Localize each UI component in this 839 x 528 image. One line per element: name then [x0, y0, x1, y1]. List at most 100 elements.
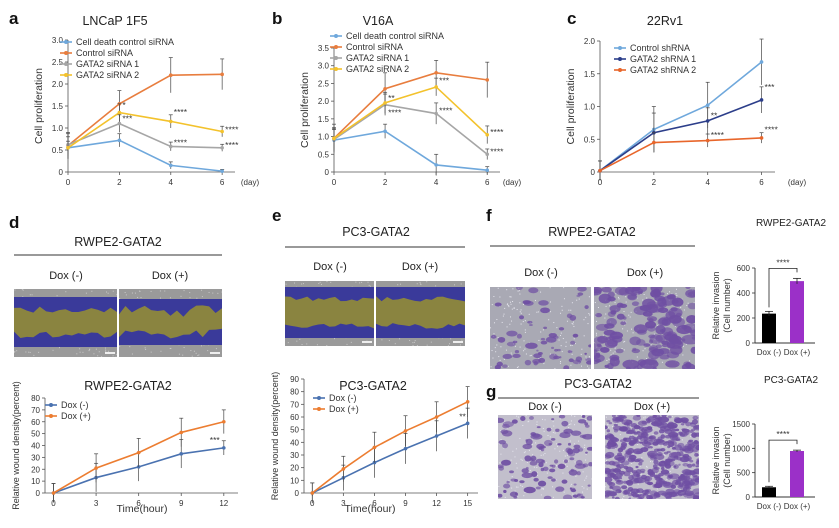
pore-dot: [563, 460, 565, 462]
texture-dot: [79, 351, 81, 353]
pore-dot: [585, 418, 587, 420]
texture-dot: [454, 284, 456, 286]
stained-cell: [595, 352, 601, 357]
stained-cell: [652, 441, 659, 446]
stained-cell: [622, 316, 627, 320]
stained-cell: [490, 334, 497, 339]
series-line: [333, 130, 488, 172]
pore-dot: [672, 468, 674, 470]
y-tick-label: 80: [31, 394, 40, 403]
pore-dot: [605, 416, 607, 418]
texture-dot: [285, 283, 287, 285]
pore-dot: [526, 461, 528, 463]
stained-cell: [668, 335, 682, 343]
pore-dot: [578, 440, 580, 442]
pore-dot: [542, 488, 544, 490]
stained-cell: [529, 460, 538, 466]
pore-dot: [570, 364, 572, 366]
stained-cell: [669, 435, 678, 441]
stained-cell: [519, 315, 525, 320]
stained-cell: [692, 415, 699, 420]
y-axis-label: Relative wound density(percent): [11, 381, 21, 510]
legend-label: Dox (+): [329, 404, 359, 414]
significance-marker: **: [459, 412, 466, 422]
texture-dot: [207, 350, 209, 352]
pore-dot: [495, 351, 497, 353]
pore-dot: [544, 419, 546, 421]
stained-cell: [658, 477, 663, 481]
data-point: [222, 446, 226, 450]
pore-dot: [506, 304, 508, 306]
stained-cell: [502, 364, 508, 369]
pore-dot: [693, 302, 695, 304]
legend-label: GATA2 siRNA 1: [76, 59, 139, 69]
texture-dot: [105, 291, 107, 293]
stained-cell: [638, 493, 645, 499]
y-tick-label: 1.0: [584, 103, 596, 112]
pore-dot: [514, 456, 516, 458]
stained-cell: [646, 301, 659, 309]
data-point: [465, 421, 470, 426]
stained-cell: [594, 287, 603, 294]
stained-cell: [636, 458, 642, 461]
stained-cell: [654, 482, 662, 489]
stained-cell: [683, 323, 695, 334]
pore-dot: [516, 415, 518, 417]
bar-1: [790, 281, 804, 343]
stained-cell: [668, 315, 682, 324]
texture-dot: [22, 289, 24, 291]
texture-dot: [131, 353, 133, 355]
stained-cell: [606, 490, 617, 497]
stained-cell: [653, 421, 659, 425]
pore-dot: [542, 418, 544, 420]
stained-cell: [604, 340, 618, 348]
y-axis-label: Relative wound density(percent): [270, 372, 280, 501]
pore-dot: [570, 420, 572, 422]
pore-dot: [585, 356, 587, 358]
stained-cell: [585, 451, 588, 454]
pore-dot: [522, 321, 524, 323]
pore-dot: [609, 305, 611, 307]
pore-dot: [529, 355, 531, 357]
chart-title: 22Rv1: [647, 14, 683, 28]
series-line: [67, 139, 223, 172]
legend-marker: [317, 396, 321, 400]
stained-cell: [605, 494, 610, 498]
stained-cell: [605, 451, 615, 459]
pore-dot: [677, 425, 679, 427]
texture-dot: [193, 350, 195, 352]
pore-dot: [567, 460, 569, 462]
pore-dot: [503, 313, 505, 315]
pore-dot: [563, 287, 565, 289]
data-point: [383, 86, 387, 91]
stained-cell: [695, 465, 699, 468]
x-tick-label: 9: [403, 499, 408, 508]
pore-dot: [605, 305, 607, 307]
pore-dot: [546, 472, 548, 474]
pore-dot: [631, 328, 633, 330]
texture-dot: [16, 350, 18, 352]
stained-cell: [681, 334, 695, 345]
y-tick-label: 600: [737, 264, 751, 273]
pore-dot: [570, 485, 572, 487]
x-tick-label: 6: [220, 178, 225, 187]
y-tick-label: 20: [31, 465, 40, 474]
stained-cell: [681, 363, 695, 369]
stained-cell: [532, 433, 541, 438]
pore-dot: [646, 466, 648, 468]
stained-cell: [563, 365, 570, 369]
pore-dot: [560, 312, 562, 314]
stained-cell: [629, 488, 640, 494]
pore-dot: [525, 415, 527, 417]
x-tick-label: 0: [51, 499, 56, 508]
pore-dot: [585, 477, 587, 479]
stained-cell: [555, 486, 565, 492]
data-point: [372, 460, 377, 465]
pore-dot: [549, 353, 551, 355]
stained-cell: [671, 297, 684, 307]
pore-dot: [576, 299, 578, 301]
y-tick-label: 10: [31, 477, 40, 486]
pore-dot: [675, 293, 677, 295]
texture-dot: [399, 338, 401, 340]
stained-cell: [655, 344, 662, 349]
